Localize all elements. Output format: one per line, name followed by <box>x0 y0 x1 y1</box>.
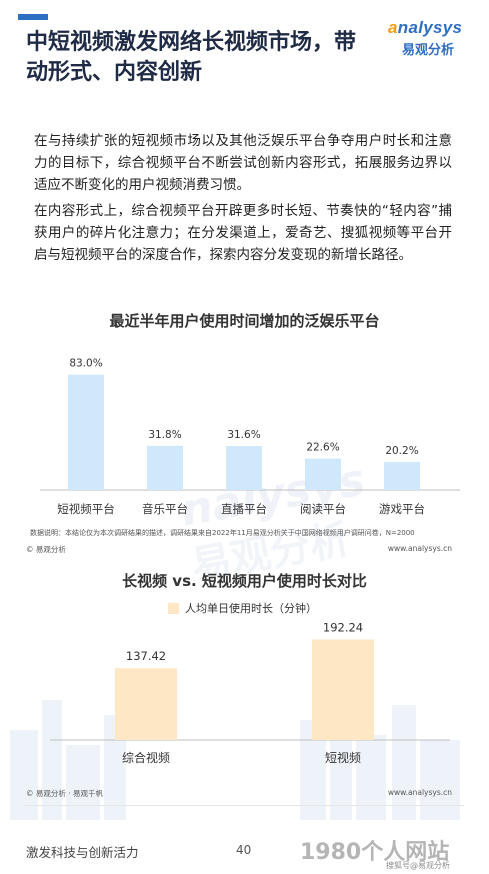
bar-value-label: 192.24 <box>323 621 363 635</box>
source-url: www.analysys.cn <box>387 788 452 797</box>
bar <box>312 639 374 740</box>
category-label: 短视频 <box>325 750 361 765</box>
logo-wordmark: analysys <box>388 18 463 37</box>
corner-watermark: 1980个人网站 <box>300 840 450 865</box>
source-left: © 易观分析 · 易观千帆 <box>26 789 104 798</box>
bar-value-label: 137.42 <box>126 649 166 663</box>
chart2-legend: 人均单日使用时长（分钟） <box>168 600 317 616</box>
logo-chinese: 易观分析 <box>402 43 455 58</box>
bar <box>68 374 104 490</box>
bar-value-label: 31.6% <box>227 429 260 441</box>
category-label: 综合视频 <box>122 750 170 765</box>
chart2-title: 长视频 vs. 短视频用户使用时长对比 <box>122 572 367 590</box>
bar-value-label: 20.2% <box>385 445 418 457</box>
chart2-bar-chart: 137.42 综合视频 192.24 短视频 <box>50 621 450 765</box>
chart1-title: 最近半年用户使用时间增加的泛娱乐平台 <box>109 312 380 330</box>
source-url: www.analysys.cn <box>387 544 452 553</box>
page-title: 中短视频激发网络长视频市场，带动形式、内容创新 <box>26 30 357 85</box>
chart1-source-row: © 易观分析 www.analysys.cn <box>26 544 462 555</box>
bar <box>384 461 420 490</box>
paragraph-1: 在与持续扩张的短视频市场以及其他泛娱乐平台争夺用户时长和注意力的目标下，综合视频… <box>34 133 452 193</box>
page-number: 40 <box>236 843 252 857</box>
bar <box>115 668 177 740</box>
analysys-logo: analysys 易观分析 <box>388 18 484 64</box>
bar <box>226 446 262 490</box>
chart2-source-row: © 易观分析 · 易观千帆 www.analysys.cn <box>26 788 462 799</box>
legend-swatch <box>168 602 179 614</box>
bar <box>147 445 183 490</box>
category-label: 阅读平台 <box>300 502 346 516</box>
category-label: 直播平台 <box>221 502 267 516</box>
top-accent-bar <box>18 14 48 20</box>
source-left: © 易观分析 <box>26 545 66 554</box>
chart1-data-note: 数据说明：本结论仅为本次调研结果的描述，调研结果来自2022年11月易观分析关于… <box>30 529 415 537</box>
chart1-bar-chart: 83.0% 短视频平台 31.8% 音乐平台 31.6% 直播平台 22.6% 阅读平台 20.… <box>40 358 460 516</box>
corner-watermark-small: 搜狐号@易观分析 <box>386 861 450 870</box>
footer-slogan: 激发科技与创新活力 <box>26 845 139 860</box>
footer-divider <box>24 805 464 806</box>
bar <box>305 458 341 490</box>
paragraph-2: 在内容形式上，综合视频平台开辟更多时长短、节奏快的“轻内容”捕获用户的碎片化注意… <box>34 203 452 263</box>
category-label: 短视频平台 <box>57 502 115 516</box>
bar-value-label: 83.0% <box>69 358 102 370</box>
legend-label: 人均单日使用时长（分钟） <box>185 602 317 615</box>
bar-value-label: 31.8% <box>148 429 181 441</box>
category-label: 音乐平台 <box>142 502 188 516</box>
category-label: 游戏平台 <box>379 502 425 516</box>
bar-value-label: 22.6% <box>306 442 339 454</box>
